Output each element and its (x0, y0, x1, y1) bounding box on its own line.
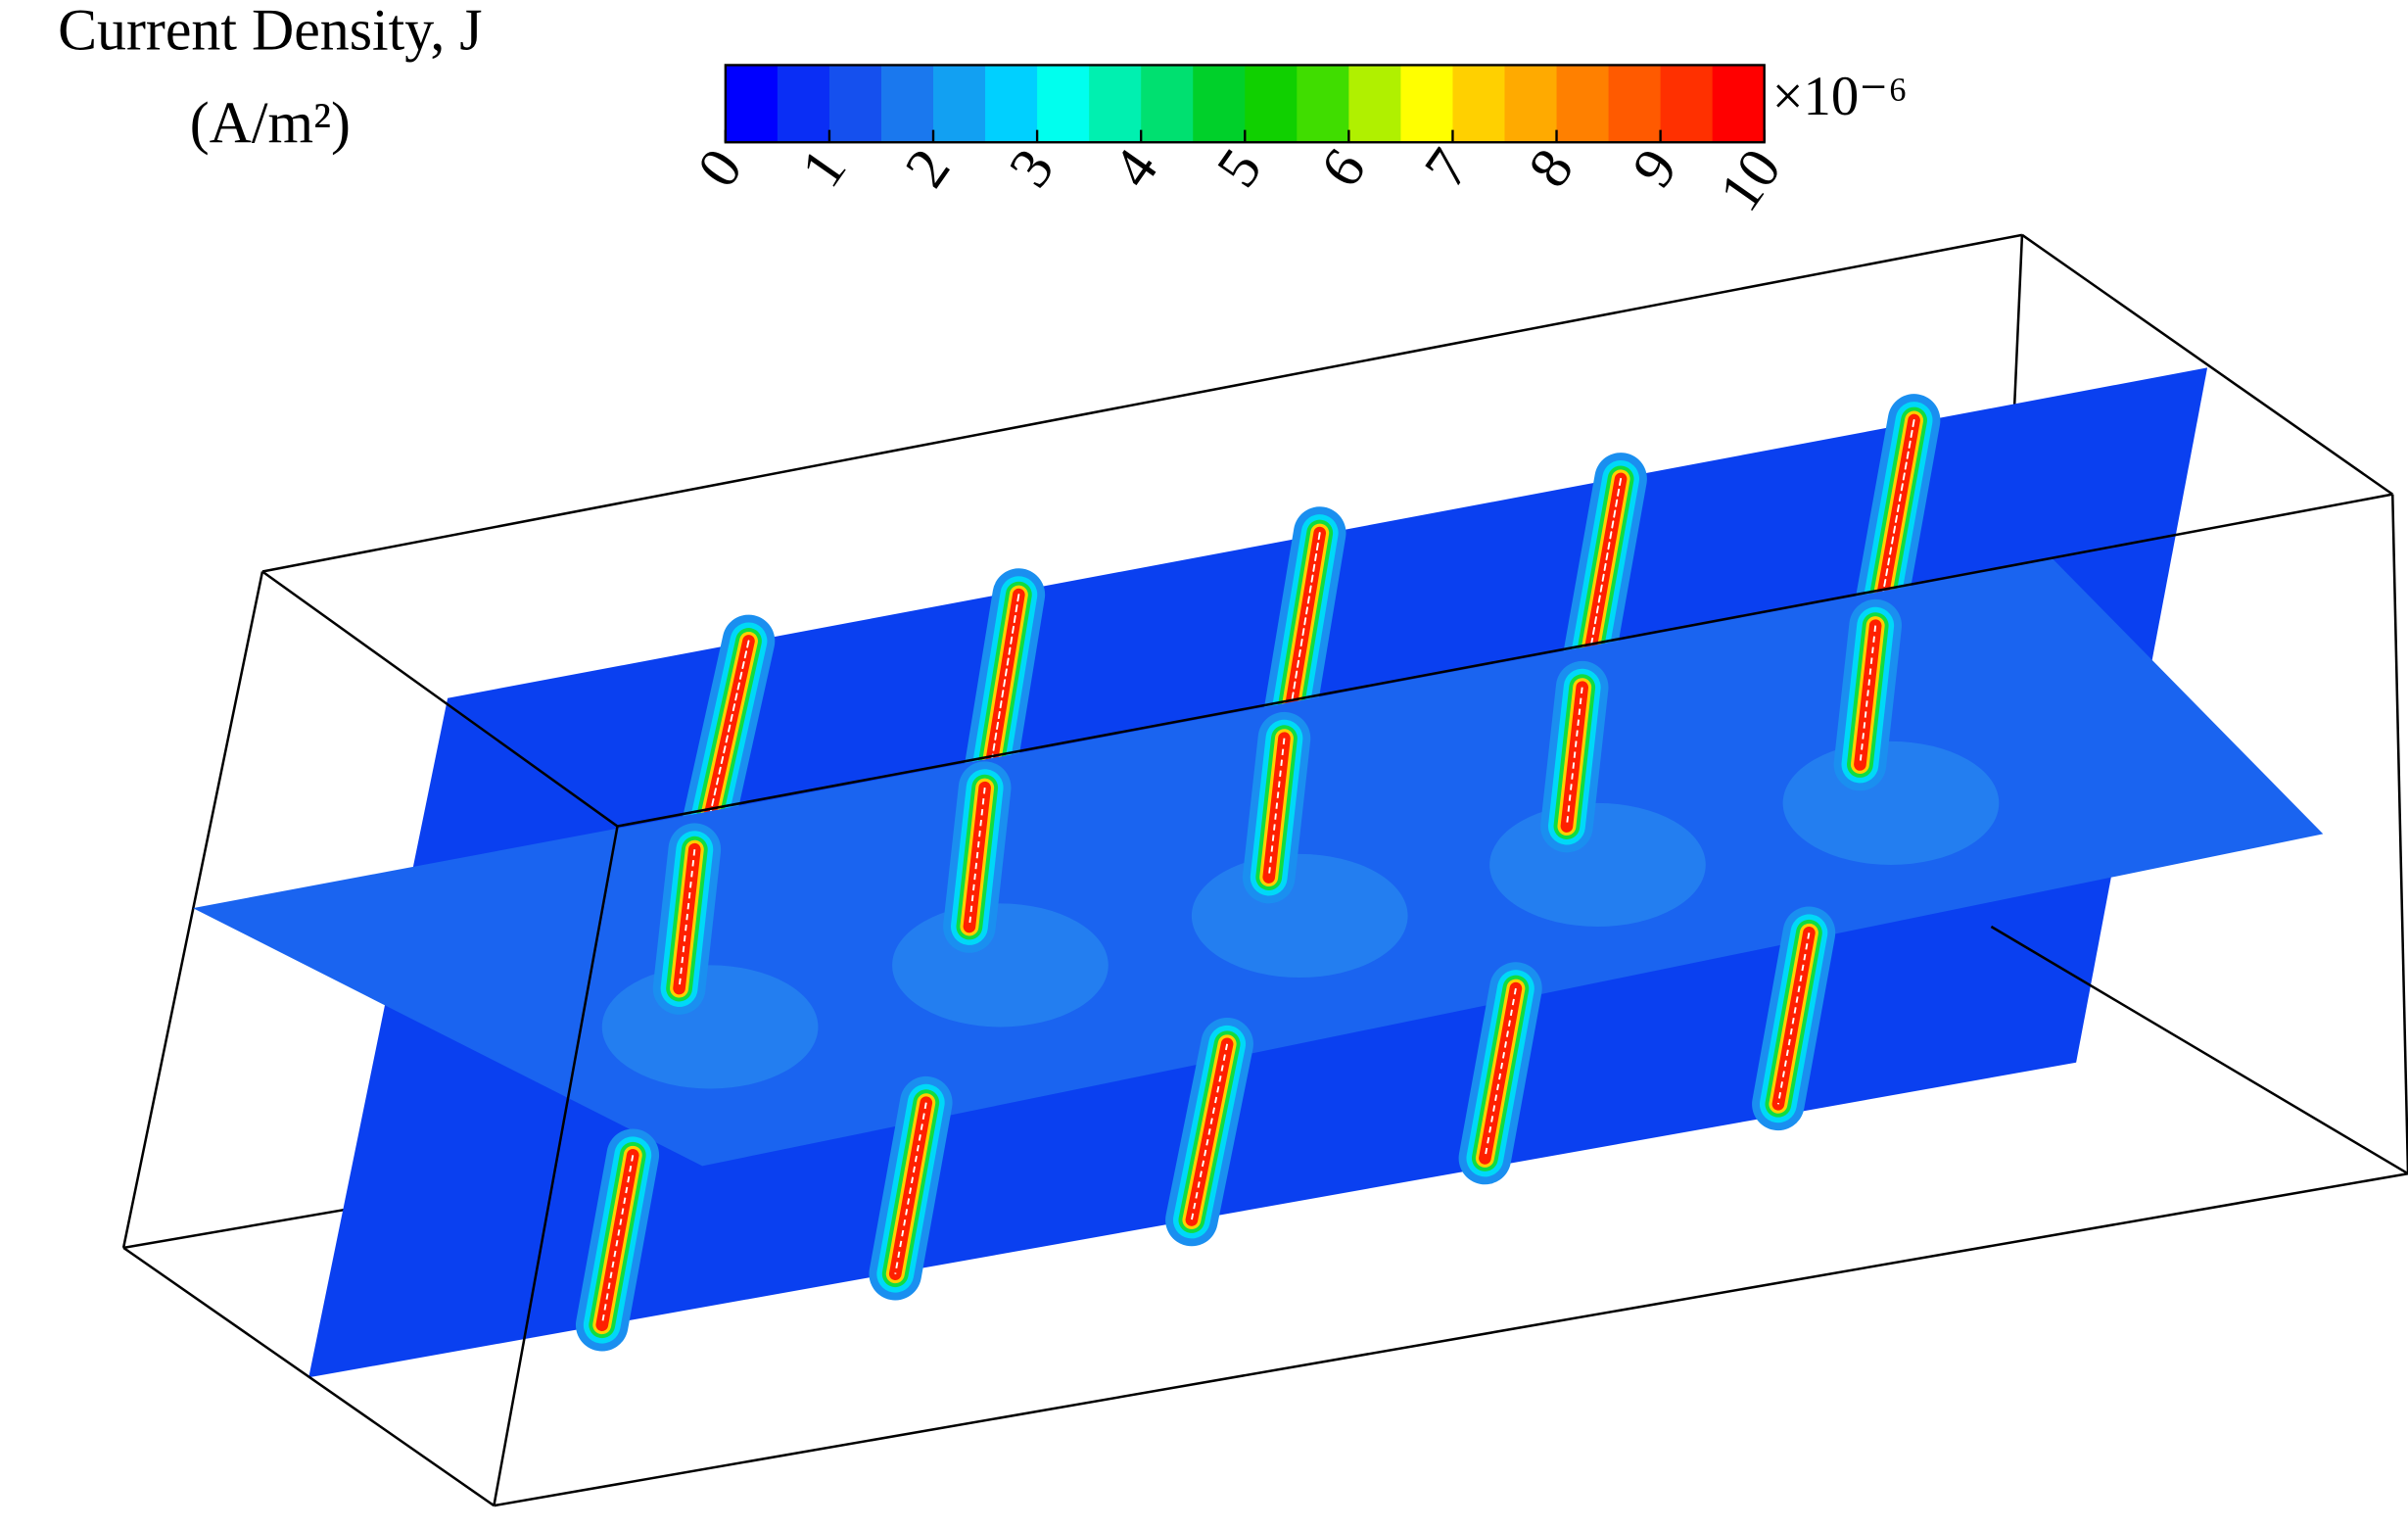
tick-label: 4 (1101, 137, 1170, 198)
tick-label: 0 (685, 137, 754, 198)
contour-center (1267, 738, 1286, 878)
contour-halo (601, 965, 819, 1089)
box-front (122, 493, 2408, 1507)
color-band (1504, 65, 1558, 143)
scene (121, 233, 2408, 1507)
color-band (1141, 65, 1195, 143)
lower-stripes (575, 906, 1836, 1352)
tick-label: 1 (788, 137, 858, 198)
contour-center (1484, 987, 1517, 1159)
color-band (1452, 65, 1506, 143)
contour-halo (1782, 741, 2000, 865)
contour-center (600, 1155, 635, 1325)
color-band (1348, 65, 1402, 143)
color-band (1245, 65, 1298, 143)
color-band (880, 65, 934, 143)
tick-label: 2 (892, 137, 962, 198)
tick-label: 10 (1707, 137, 1793, 222)
color-band (933, 65, 986, 143)
tick-label: 7 (1412, 137, 1482, 198)
contour-center (1776, 932, 1811, 1105)
contour-center (968, 788, 986, 928)
contour-center (1190, 1043, 1229, 1220)
contour-halo (1191, 853, 1408, 979)
contour-halo (892, 903, 1109, 1027)
color-band (725, 65, 779, 143)
color-band (1556, 65, 1610, 143)
tick-label: 8 (1516, 137, 1585, 198)
tick-label: 6 (1308, 137, 1378, 198)
color-band (1193, 65, 1247, 143)
contour-center (894, 1102, 927, 1274)
contour-center (678, 849, 696, 989)
color-band (1037, 65, 1090, 143)
color-band (1400, 65, 1454, 143)
contour-center (1565, 687, 1583, 827)
plane-stripes (601, 598, 2000, 1089)
unit: (A/m²) (190, 90, 351, 155)
color-band (1089, 65, 1142, 143)
contour-halo (1489, 802, 1706, 928)
color-band (1660, 65, 1714, 143)
color-band (1608, 65, 1662, 143)
colorbar: 0 1 2 3 4 5 6 7 8 9 10 (685, 64, 1793, 222)
tick-label: 3 (996, 137, 1065, 198)
color-band (1712, 65, 1766, 143)
title: Current Density, J (58, 0, 482, 63)
tick-label: 9 (1620, 137, 1689, 198)
color-band (828, 65, 882, 143)
color-band (985, 65, 1038, 143)
tick-label: 5 (1204, 137, 1274, 198)
contour-center (1859, 625, 1877, 765)
color-band (777, 65, 830, 143)
color-band (1297, 65, 1350, 143)
multiplier: ×10⁻⁶ (1772, 66, 1908, 127)
